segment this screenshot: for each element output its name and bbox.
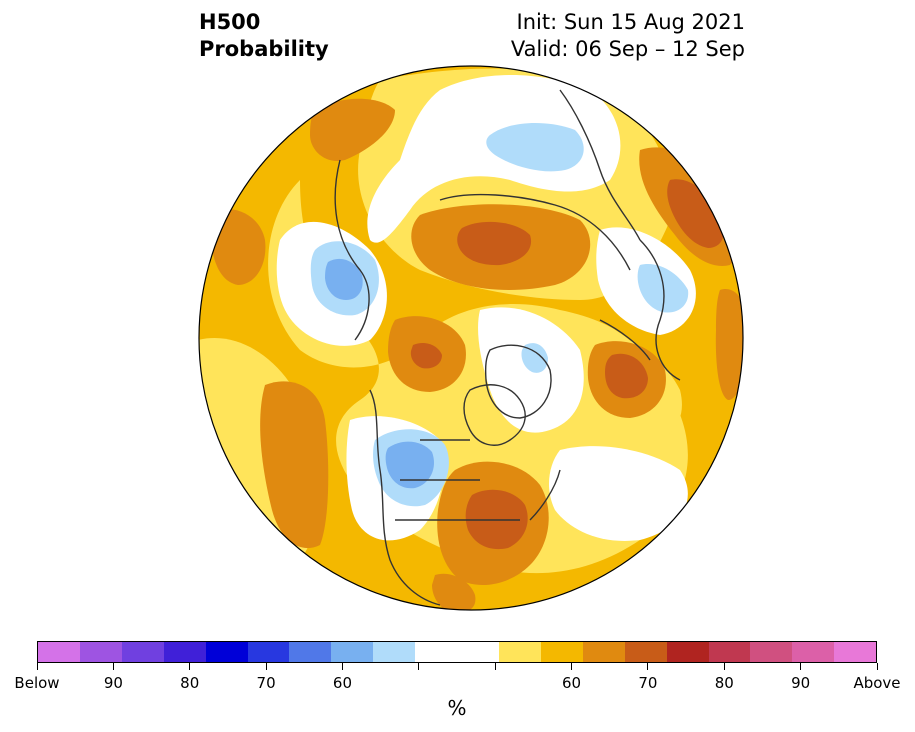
colorbar-swatch xyxy=(666,642,709,662)
map-title-left: H500 Probability xyxy=(199,9,329,63)
colorbar-tick-label: Above xyxy=(853,674,901,692)
colorbar-tick-label: 70 xyxy=(638,674,658,692)
colorbar-tick-label: 90 xyxy=(103,674,123,692)
colorbar-swatch xyxy=(205,642,248,662)
colorbar-tick xyxy=(36,663,38,670)
below-normal-region xyxy=(310,123,689,507)
colorbar-swatch xyxy=(79,642,122,662)
colorbar-swatch xyxy=(121,642,164,662)
colorbar-swatch xyxy=(373,642,416,662)
init-date: Init: Sun 15 Aug 2021 xyxy=(516,10,745,34)
colorbar-tick-label: 60 xyxy=(332,674,352,692)
colorbar-tick xyxy=(800,663,802,670)
colorbar-tick-label: 90 xyxy=(791,674,811,692)
colorbar-swatch xyxy=(289,642,332,662)
colorbar-swatch xyxy=(38,642,80,662)
colorbar-swatch xyxy=(247,642,290,662)
colorbar-swatch xyxy=(457,642,499,662)
above-normal-region xyxy=(211,98,743,610)
colorbar-tick xyxy=(265,663,267,670)
polar-map xyxy=(198,65,744,611)
map-title-right: Init: Sun 15 Aug 2021 Valid: 06 Sep – 12… xyxy=(511,9,745,63)
variable-title: H500 xyxy=(199,10,261,34)
colorbar-tick-label: 70 xyxy=(256,674,276,692)
colorbar-swatch xyxy=(415,642,458,662)
colorbar-tick-label: 80 xyxy=(180,674,200,692)
colorbar-swatch xyxy=(750,642,793,662)
colorbar-swatch xyxy=(163,642,206,662)
colorbar-tick xyxy=(647,663,649,670)
colorbar-tick xyxy=(189,663,191,670)
valid-range: Valid: 06 Sep – 12 Sep xyxy=(510,37,745,61)
colorbar-swatch xyxy=(624,642,667,662)
colorbar-tick-label: 80 xyxy=(714,674,734,692)
colorbar-tick xyxy=(571,663,573,670)
colorbar-tick-label: 60 xyxy=(561,674,582,692)
product-title: Probability xyxy=(199,37,329,61)
colorbar-swatch xyxy=(331,642,374,662)
colorbar-swatch xyxy=(792,642,835,662)
colorbar-swatch xyxy=(582,642,625,662)
globe-boundary xyxy=(198,65,744,611)
coastlines xyxy=(334,89,681,606)
probability-field xyxy=(199,66,743,610)
colorbar-tick xyxy=(341,663,343,670)
colorbar-swatch xyxy=(708,642,751,662)
colorbar-tick-label: Below xyxy=(14,674,60,692)
colorbar-swatch xyxy=(834,642,877,662)
colorbar-swatch xyxy=(540,642,583,662)
colorbar-tick xyxy=(418,663,420,670)
colorbar-tick xyxy=(876,663,878,670)
colorbar-tick xyxy=(723,663,725,670)
colorbar-swatch xyxy=(498,642,541,662)
colorbar-tick xyxy=(494,663,496,670)
colorbar xyxy=(37,641,877,663)
colorbar-unit: % xyxy=(447,696,467,720)
colorbar-tick xyxy=(112,663,114,670)
